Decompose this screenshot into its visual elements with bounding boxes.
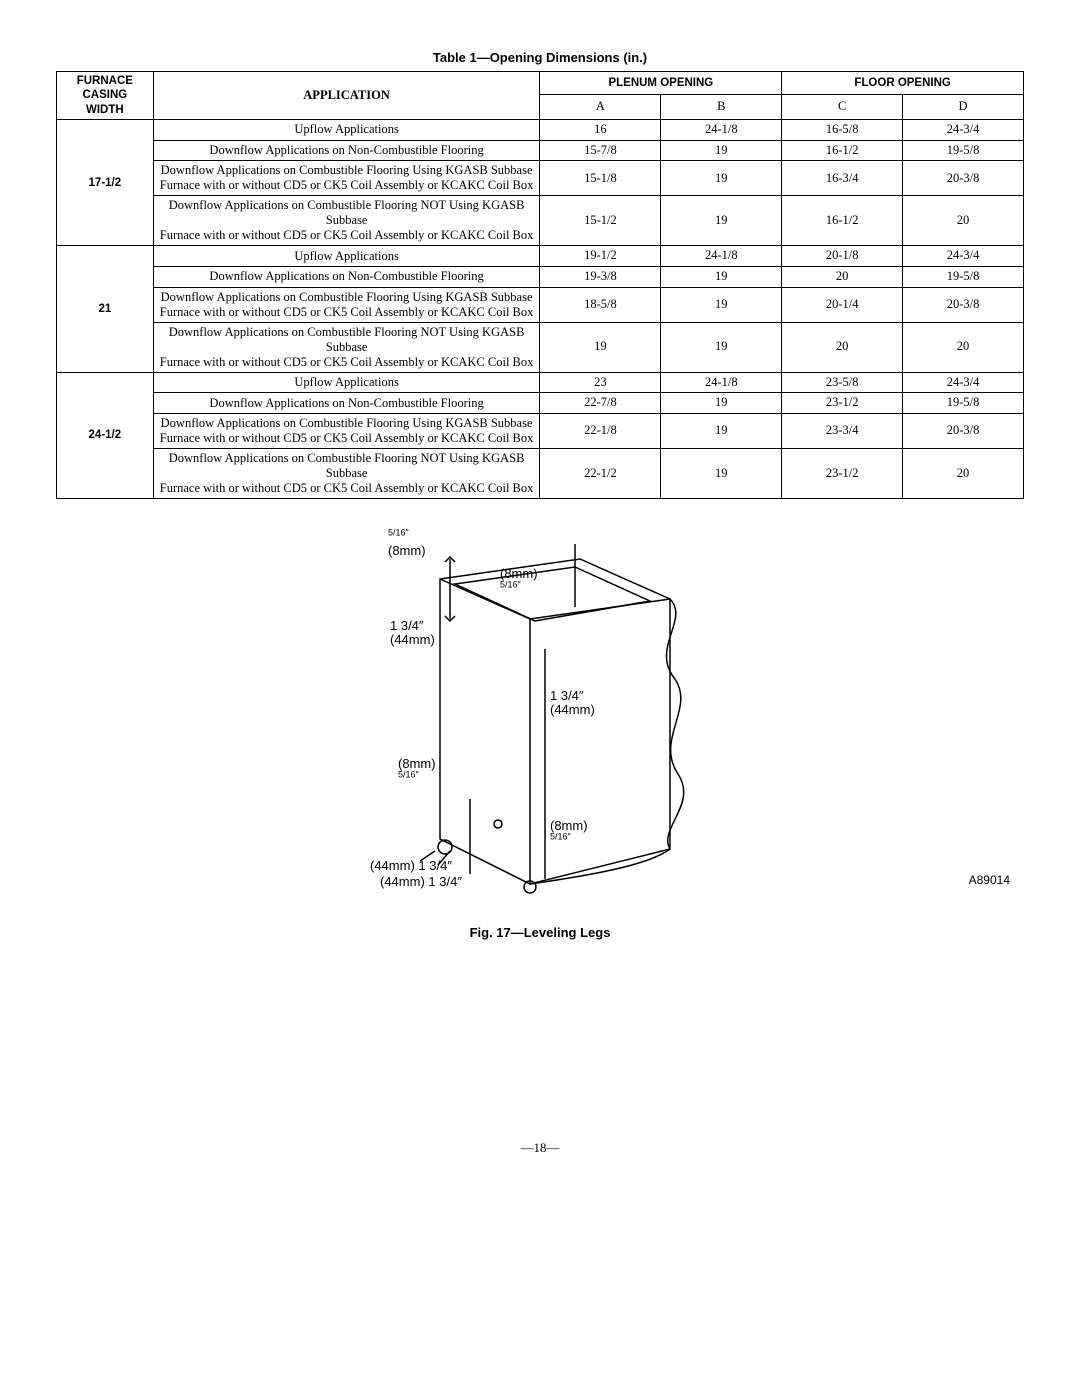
header-floor: FLOOR OPENING xyxy=(782,72,1024,95)
application-cell: Upflow Applications xyxy=(153,372,540,393)
casing-cell: 17-1/2 xyxy=(57,120,154,246)
table-row: Downflow Applications on Combustible Flo… xyxy=(57,161,1024,196)
value-cell: 20 xyxy=(782,322,903,372)
value-cell: 20-1/4 xyxy=(782,287,903,322)
value-cell: 19 xyxy=(661,448,782,498)
value-cell: 23-5/8 xyxy=(782,372,903,393)
value-cell: 19-5/8 xyxy=(903,393,1024,414)
figure-caption: Fig. 17—Leveling Legs xyxy=(56,925,1024,940)
application-cell: Upflow Applications xyxy=(153,246,540,267)
table-row: Downflow Applications on Combustible Flo… xyxy=(57,413,1024,448)
application-cell: Downflow Applications on Non-Combustible… xyxy=(153,267,540,288)
value-cell: 19 xyxy=(661,287,782,322)
value-cell: 20-3/8 xyxy=(903,287,1024,322)
value-cell: 22-1/8 xyxy=(540,413,661,448)
label-tr: (8mm) 5/16″ xyxy=(500,567,538,596)
value-cell: 19 xyxy=(661,161,782,196)
label-bb-l: (44mm) 1 3/4″ xyxy=(370,859,452,873)
value-cell: 15-1/8 xyxy=(540,161,661,196)
application-cell: Downflow Applications on Combustible Flo… xyxy=(153,196,540,246)
value-cell: 15-1/2 xyxy=(540,196,661,246)
value-cell: 23-1/2 xyxy=(782,393,903,414)
value-cell: 19 xyxy=(661,140,782,161)
value-cell: 19-5/8 xyxy=(903,267,1024,288)
table-row: Downflow Applications on Non-Combustible… xyxy=(57,393,1024,414)
label-tl: 5/16″ (8mm) xyxy=(388,529,426,558)
table-row: Downflow Applications on Combustible Flo… xyxy=(57,448,1024,498)
value-cell: 19 xyxy=(661,196,782,246)
value-cell: 20-1/8 xyxy=(782,246,903,267)
table-row: 21Upflow Applications19-1/224-1/820-1/82… xyxy=(57,246,1024,267)
figure-code: A89014 xyxy=(969,873,1010,887)
table-row: Downflow Applications on Combustible Flo… xyxy=(57,322,1024,372)
application-cell: Downflow Applications on Non-Combustible… xyxy=(153,393,540,414)
value-cell: 20-3/8 xyxy=(903,413,1024,448)
value-cell: 16-1/2 xyxy=(782,196,903,246)
value-cell: 24-1/8 xyxy=(661,120,782,141)
application-cell: Upflow Applications xyxy=(153,120,540,141)
value-cell: 19 xyxy=(661,393,782,414)
label-mid-r: 1 3/4″ (44mm) xyxy=(550,689,595,716)
header-A: A xyxy=(540,95,661,120)
value-cell: 15-7/8 xyxy=(540,140,661,161)
application-cell: Downflow Applications on Combustible Flo… xyxy=(153,322,540,372)
value-cell: 20 xyxy=(903,196,1024,246)
casing-cell: 24-1/2 xyxy=(57,372,154,498)
value-cell: 20 xyxy=(782,267,903,288)
header-C: C xyxy=(782,95,903,120)
figure-area: 5/16″ (8mm) (8mm) 5/16″ 1 3/4″ (44mm) 1 … xyxy=(56,529,1024,940)
value-cell: 24-3/4 xyxy=(903,246,1024,267)
label-bl: (8mm) 5/16″ xyxy=(398,757,436,786)
casing-cell: 21 xyxy=(57,246,154,372)
label-mid-l: 1 3/4″ (44mm) xyxy=(390,619,435,646)
header-D: D xyxy=(903,95,1024,120)
leveling-legs-icon xyxy=(350,529,730,909)
value-cell: 16-5/8 xyxy=(782,120,903,141)
table-row: 24-1/2Upflow Applications2324-1/823-5/82… xyxy=(57,372,1024,393)
figure-box: 5/16″ (8mm) (8mm) 5/16″ 1 3/4″ (44mm) 1 … xyxy=(350,529,730,909)
application-cell: Downflow Applications on Combustible Flo… xyxy=(153,413,540,448)
value-cell: 22-1/2 xyxy=(540,448,661,498)
label-bb-r: (44mm) 1 3/4″ xyxy=(380,875,462,889)
label-br: (8mm) 5/16″ xyxy=(550,819,588,848)
value-cell: 24-1/8 xyxy=(661,246,782,267)
value-cell: 16-1/2 xyxy=(782,140,903,161)
value-cell: 16 xyxy=(540,120,661,141)
application-cell: Downflow Applications on Combustible Flo… xyxy=(153,161,540,196)
table-row: Downflow Applications on Combustible Flo… xyxy=(57,287,1024,322)
value-cell: 19 xyxy=(540,322,661,372)
value-cell: 24-3/4 xyxy=(903,120,1024,141)
value-cell: 19-3/8 xyxy=(540,267,661,288)
table-row: Downflow Applications on Non-Combustible… xyxy=(57,140,1024,161)
value-cell: 19-1/2 xyxy=(540,246,661,267)
table-row: 17-1/2Upflow Applications1624-1/816-5/82… xyxy=(57,120,1024,141)
value-cell: 16-3/4 xyxy=(782,161,903,196)
table-title: Table 1—Opening Dimensions (in.) xyxy=(56,50,1024,65)
header-plenum: PLENUM OPENING xyxy=(540,72,782,95)
value-cell: 23 xyxy=(540,372,661,393)
value-cell: 24-3/4 xyxy=(903,372,1024,393)
value-cell: 19 xyxy=(661,322,782,372)
application-cell: Downflow Applications on Combustible Flo… xyxy=(153,287,540,322)
table-row: Downflow Applications on Combustible Flo… xyxy=(57,196,1024,246)
value-cell: 23-1/2 xyxy=(782,448,903,498)
table-row: Downflow Applications on Non-Combustible… xyxy=(57,267,1024,288)
value-cell: 24-1/8 xyxy=(661,372,782,393)
application-cell: Downflow Applications on Combustible Flo… xyxy=(153,448,540,498)
value-cell: 18-5/8 xyxy=(540,287,661,322)
dimensions-table: FURNACE CASING WIDTH APPLICATION PLENUM … xyxy=(56,71,1024,499)
value-cell: 19 xyxy=(661,413,782,448)
value-cell: 23-3/4 xyxy=(782,413,903,448)
header-B: B xyxy=(661,95,782,120)
value-cell: 19 xyxy=(661,267,782,288)
header-casing: FURNACE CASING WIDTH xyxy=(57,72,154,120)
value-cell: 20-3/8 xyxy=(903,161,1024,196)
header-application: APPLICATION xyxy=(153,72,540,120)
value-cell: 19-5/8 xyxy=(903,140,1024,161)
value-cell: 20 xyxy=(903,448,1024,498)
value-cell: 20 xyxy=(903,322,1024,372)
value-cell: 22-7/8 xyxy=(540,393,661,414)
page-number: —18— xyxy=(56,1140,1024,1156)
application-cell: Downflow Applications on Non-Combustible… xyxy=(153,140,540,161)
